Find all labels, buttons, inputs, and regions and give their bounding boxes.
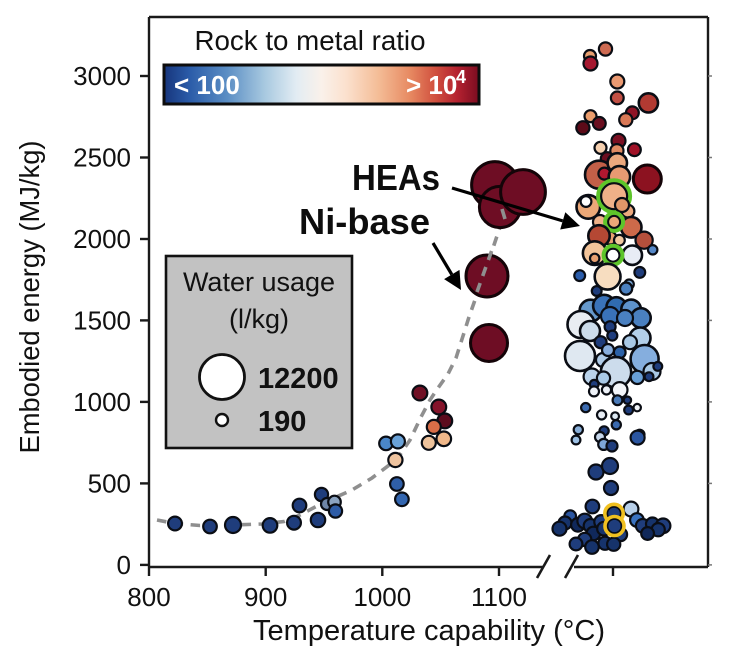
svg-text:3000: 3000 bbox=[73, 61, 131, 91]
svg-text:1000: 1000 bbox=[73, 387, 131, 417]
svg-text:1000: 1000 bbox=[353, 582, 411, 612]
svg-text:4: 4 bbox=[456, 67, 466, 87]
svg-text:2500: 2500 bbox=[73, 143, 131, 173]
svg-text:12200: 12200 bbox=[258, 363, 339, 395]
svg-text:Temperature capability (°C): Temperature capability (°C) bbox=[253, 615, 605, 647]
svg-text:Embodied energy (MJ/kg): Embodied energy (MJ/kg) bbox=[14, 141, 45, 454]
svg-text:< 100: < 100 bbox=[174, 70, 240, 100]
svg-text:1500: 1500 bbox=[73, 305, 131, 335]
svg-text:0: 0 bbox=[117, 550, 131, 580]
svg-text:1100: 1100 bbox=[471, 582, 527, 612]
svg-text:> 10: > 10 bbox=[406, 70, 457, 100]
svg-text:HEAs: HEAs bbox=[352, 157, 440, 198]
svg-text:190: 190 bbox=[258, 406, 306, 438]
svg-text:Water usage: Water usage bbox=[183, 267, 335, 297]
svg-text:Ni-base: Ni-base bbox=[299, 201, 430, 242]
svg-text:Rock to metal ratio: Rock to metal ratio bbox=[195, 25, 426, 56]
svg-text:(l/kg): (l/kg) bbox=[229, 304, 289, 334]
svg-text:500: 500 bbox=[88, 468, 131, 498]
svg-text:900: 900 bbox=[244, 582, 287, 612]
svg-text:800: 800 bbox=[127, 582, 170, 612]
svg-text:2000: 2000 bbox=[73, 224, 131, 254]
